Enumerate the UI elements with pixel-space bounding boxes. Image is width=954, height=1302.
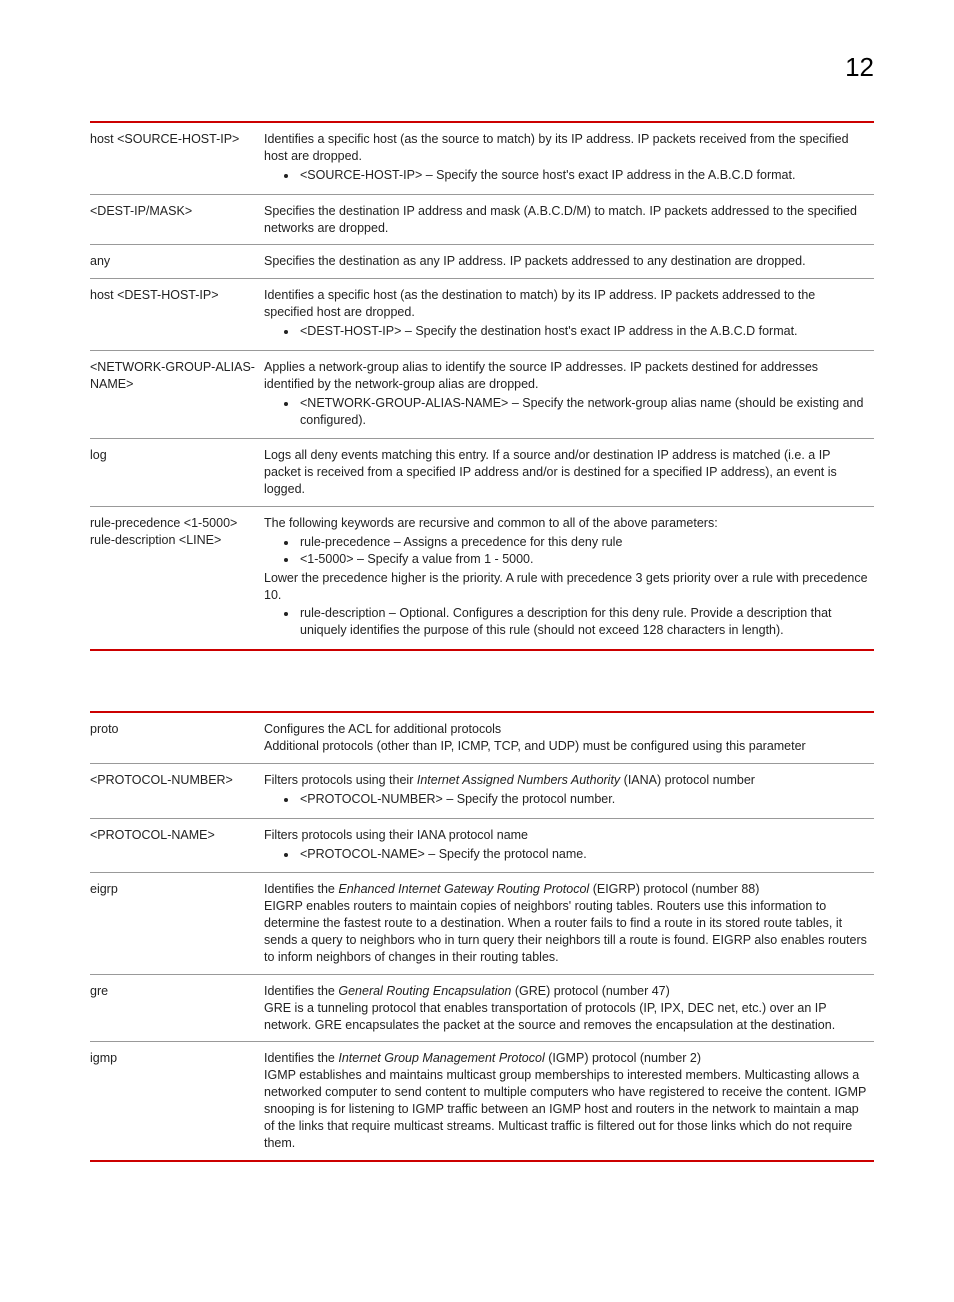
param-cell: igmp [90, 1042, 264, 1161]
param-cell: host <SOURCE-HOST-IP> [90, 122, 264, 194]
desc-text: Specifies the destination as any IP addr… [264, 253, 868, 270]
bullet-list: rule-precedence – Assigns a precedence f… [264, 534, 868, 568]
desc-text: Applies a network-group alias to identif… [264, 359, 868, 393]
desc-cell: Identifies the Enhanced Internet Gateway… [264, 873, 874, 974]
table-row: host <DEST-HOST-IP>Identifies a specific… [90, 279, 874, 351]
param-cell: eigrp [90, 873, 264, 974]
desc-text: Identifies the Enhanced Internet Gateway… [264, 881, 868, 898]
desc-cell: Filters protocols using their IANA proto… [264, 818, 874, 873]
desc-text: EIGRP enables routers to maintain copies… [264, 898, 868, 966]
desc-text: Additional protocols (other than IP, ICM… [264, 738, 868, 755]
desc-cell: Logs all deny events matching this entry… [264, 439, 874, 507]
bullet-list: rule-description – Optional. Configures … [264, 605, 868, 639]
desc-cell: Specifies the destination IP address and… [264, 194, 874, 245]
table-row: host <SOURCE-HOST-IP>Identifies a specif… [90, 122, 874, 194]
table-row: igmpIdentifies the Internet Group Manage… [90, 1042, 874, 1161]
desc-text: Identifies the General Routing Encapsula… [264, 983, 868, 1000]
param-cell: host <DEST-HOST-IP> [90, 279, 264, 351]
desc-cell: Applies a network-group alias to identif… [264, 350, 874, 439]
desc-cell: The following keywords are recursive and… [264, 507, 874, 651]
desc-cell: Specifies the destination as any IP addr… [264, 245, 874, 279]
bullet-item: rule-description – Optional. Configures … [298, 605, 868, 639]
param-cell: gre [90, 974, 264, 1042]
bullet-item: <SOURCE-HOST-IP> – Specify the source ho… [298, 167, 868, 184]
desc-text: Lower the precedence higher is the prior… [264, 570, 868, 604]
desc-text: Filters protocols using their IANA proto… [264, 827, 868, 844]
desc-cell: Identifies the Internet Group Management… [264, 1042, 874, 1161]
desc-cell: Identifies a specific host (as the sourc… [264, 122, 874, 194]
bullet-list: <DEST-HOST-IP> – Specify the destination… [264, 323, 868, 340]
table-row: eigrpIdentifies the Enhanced Internet Ga… [90, 873, 874, 974]
parameter-table-1: host <SOURCE-HOST-IP>Identifies a specif… [90, 121, 874, 651]
table-row: <PROTOCOL-NAME>Filters protocols using t… [90, 818, 874, 873]
page-number: 12 [90, 50, 874, 85]
table-row: <DEST-IP/MASK>Specifies the destination … [90, 194, 874, 245]
bullet-list: <PROTOCOL-NAME> – Specify the protocol n… [264, 846, 868, 863]
desc-text: Configures the ACL for additional protoc… [264, 721, 868, 738]
param-cell: <PROTOCOL-NUMBER> [90, 763, 264, 818]
desc-text: IGMP establishes and maintains multicast… [264, 1067, 868, 1151]
desc-cell: Identifies a specific host (as the desti… [264, 279, 874, 351]
parameter-table-2: protoConfigures the ACL for additional p… [90, 711, 874, 1162]
bullet-list: <PROTOCOL-NUMBER> – Specify the protocol… [264, 791, 868, 808]
bullet-item: <NETWORK-GROUP-ALIAS-NAME> – Specify the… [298, 395, 868, 429]
desc-text: Identifies a specific host (as the desti… [264, 287, 868, 321]
desc-text: Logs all deny events matching this entry… [264, 447, 868, 498]
table-row: greIdentifies the General Routing Encaps… [90, 974, 874, 1042]
desc-cell: Filters protocols using their Internet A… [264, 763, 874, 818]
desc-text: GRE is a tunneling protocol that enables… [264, 1000, 868, 1034]
table-row: anySpecifies the destination as any IP a… [90, 245, 874, 279]
bullet-list: <NETWORK-GROUP-ALIAS-NAME> – Specify the… [264, 395, 868, 429]
param-cell: proto [90, 712, 264, 763]
desc-text: Filters protocols using their Internet A… [264, 772, 868, 789]
param-cell: <PROTOCOL-NAME> [90, 818, 264, 873]
desc-text: Specifies the destination IP address and… [264, 203, 868, 237]
desc-text: The following keywords are recursive and… [264, 515, 868, 532]
table-row: rule-precedence <1-5000> rule-descriptio… [90, 507, 874, 651]
desc-cell: Identifies the General Routing Encapsula… [264, 974, 874, 1042]
bullet-list: <SOURCE-HOST-IP> – Specify the source ho… [264, 167, 868, 184]
bullet-item: rule-precedence – Assigns a precedence f… [298, 534, 868, 551]
bullet-item: <PROTOCOL-NAME> – Specify the protocol n… [298, 846, 868, 863]
desc-text: Identifies the Internet Group Management… [264, 1050, 868, 1067]
table-row: logLogs all deny events matching this en… [90, 439, 874, 507]
table-row: <PROTOCOL-NUMBER>Filters protocols using… [90, 763, 874, 818]
bullet-item: <1-5000> – Specify a value from 1 - 5000… [298, 551, 868, 568]
bullet-item: <PROTOCOL-NUMBER> – Specify the protocol… [298, 791, 868, 808]
param-cell: log [90, 439, 264, 507]
param-cell: <NETWORK-GROUP-ALIAS-NAME> [90, 350, 264, 439]
param-cell: any [90, 245, 264, 279]
table-row: <NETWORK-GROUP-ALIAS-NAME>Applies a netw… [90, 350, 874, 439]
bullet-item: <DEST-HOST-IP> – Specify the destination… [298, 323, 868, 340]
desc-text: Identifies a specific host (as the sourc… [264, 131, 868, 165]
desc-cell: Configures the ACL for additional protoc… [264, 712, 874, 763]
table-row: protoConfigures the ACL for additional p… [90, 712, 874, 763]
param-cell: rule-precedence <1-5000> rule-descriptio… [90, 507, 264, 651]
param-cell: <DEST-IP/MASK> [90, 194, 264, 245]
